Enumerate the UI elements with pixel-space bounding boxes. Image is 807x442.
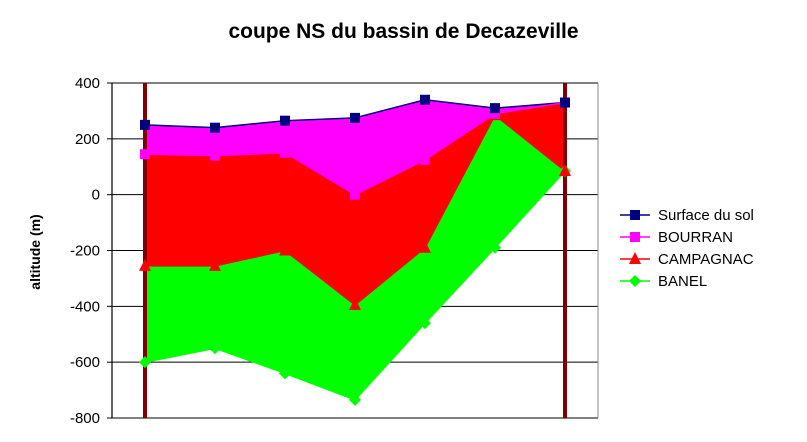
- point-surface-du-sol-2: [280, 115, 290, 126]
- point-campagnac-0: [139, 258, 151, 271]
- point-banel-3: [349, 393, 361, 406]
- band-campagnac: [145, 102, 565, 305]
- point-bourran-0: [140, 149, 150, 160]
- band-bourran: [145, 99, 565, 195]
- legend-marker-banel: [629, 275, 641, 287]
- point-campagnac-1: [209, 258, 221, 271]
- legend-marker-surface-du-sol: [630, 210, 640, 220]
- chart-title: coupe NS du bassin de Decazeville: [228, 20, 579, 43]
- point-campagnac-2: [279, 243, 291, 256]
- y-tick-label-6: -800: [70, 410, 100, 427]
- y-tick-label-4: -400: [70, 298, 100, 315]
- point-banel-1: [209, 342, 221, 355]
- marker-layer: [139, 94, 571, 406]
- legend-marker-bourran: [630, 232, 640, 242]
- y-tick-label-0: 400: [75, 75, 100, 92]
- point-surface-du-sol-1: [210, 122, 220, 133]
- point-surface-du-sol-3: [350, 112, 360, 123]
- point-bourran-3: [350, 189, 360, 200]
- point-bourran-4: [420, 154, 430, 165]
- y-axis-label: altitude (m): [27, 214, 43, 289]
- y-tick-labels: 400 200 0 -200 -400 -600 -800: [70, 75, 100, 427]
- point-bourran-5: [490, 108, 500, 119]
- y-tick-label-1: 200: [75, 131, 100, 148]
- point-banel-2: [279, 367, 291, 380]
- legend: Surface du sol BOURRAN CAMPAGNAC BANEL: [620, 207, 754, 290]
- point-campagnac-3: [349, 297, 361, 310]
- point-bourran-1: [210, 150, 220, 161]
- y-tick-label-5: -600: [70, 354, 100, 371]
- y-tick-label-2: 0: [92, 187, 100, 204]
- area-layer: [144, 98, 566, 401]
- point-banel-5: [489, 241, 501, 254]
- point-surface-du-sol-5: [490, 103, 500, 114]
- point-campagnac-6: [559, 163, 571, 176]
- point-banel-4: [419, 317, 431, 330]
- point-surface-du-sol-6: [560, 97, 570, 108]
- point-surface-du-sol-0: [140, 119, 150, 130]
- point-bourran-2: [280, 147, 290, 158]
- point-surface-du-sol-4: [420, 94, 430, 105]
- legend-label-bourran: BOURRAN: [658, 229, 733, 246]
- y-tick-label-3: -200: [70, 243, 100, 260]
- legend-label-banel: BANEL: [658, 273, 707, 290]
- band-banel: [145, 115, 565, 400]
- legend-label-campagnac: CAMPAGNAC: [658, 251, 754, 268]
- point-banel-0: [139, 356, 151, 369]
- legend-marker-campagnac: [629, 252, 641, 264]
- point-campagnac-4: [419, 240, 431, 253]
- legend-label-surface-du-sol: Surface du sol: [658, 207, 754, 224]
